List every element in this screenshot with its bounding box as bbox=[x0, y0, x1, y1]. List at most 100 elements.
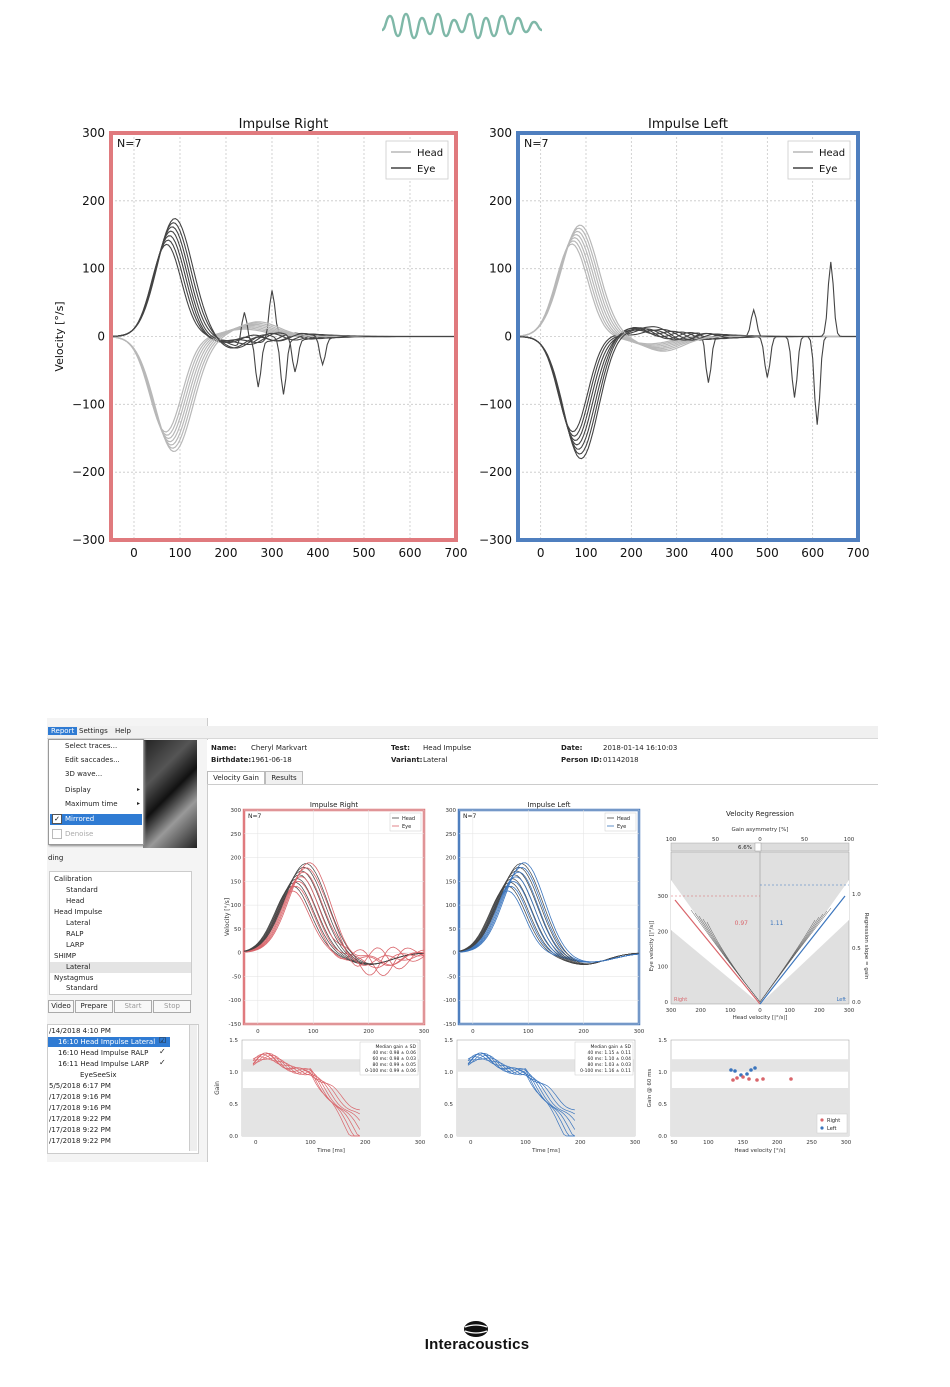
y-tick-label: −300 bbox=[479, 533, 512, 547]
tree-item[interactable]: SHIMP bbox=[54, 952, 77, 960]
left-tick: 300 bbox=[658, 894, 669, 900]
variant-value: Lateral bbox=[423, 756, 448, 764]
dropdown-selection bbox=[50, 814, 142, 825]
y-axis-label: Velocity [°/s] bbox=[53, 301, 66, 371]
impulse-left-chart: 0 100 200 300 400 500 600 700 300 200 100 0 −100 −200… bbox=[479, 117, 869, 560]
tree-item[interactable]: Lateral bbox=[66, 919, 91, 927]
test-tree: Calibration Standard Head Head Impulse L… bbox=[49, 871, 192, 995]
scatter-y-tick: 0.0 bbox=[658, 1134, 667, 1140]
menu-item-3d-wave[interactable]: 3D wave... bbox=[65, 770, 103, 778]
x-tick-label: 300 bbox=[665, 546, 688, 560]
velocity-gain-panels: Impulse Right 300 250 200 150 100 50 0 -50 -100 -1… bbox=[214, 801, 869, 1154]
gain-legend-line: 40 ms: 1.15 ± 0.11 bbox=[587, 1050, 631, 1056]
right-tick: 1.0 bbox=[852, 892, 861, 898]
list-item[interactable]: EyeSeeSix bbox=[80, 1071, 117, 1079]
menu-item-edit-saccades[interactable]: Edit saccades... bbox=[65, 756, 120, 764]
checkbox-checked-icon[interactable]: ✓ bbox=[159, 1058, 166, 1067]
regression-r-label: Regression slope = gain bbox=[863, 913, 869, 980]
chart-title: Impulse Right bbox=[239, 117, 329, 132]
prepare-button[interactable]: Prepare bbox=[75, 1000, 113, 1013]
x-tick-label: 100 bbox=[575, 546, 598, 560]
mini-y-tick: 50 bbox=[449, 927, 456, 933]
mini-y-tick: -50 bbox=[447, 974, 456, 980]
mini-x-tick: 100 bbox=[523, 1029, 534, 1035]
start-button[interactable]: Start bbox=[114, 1000, 152, 1013]
list-item-selected[interactable]: 16:10 Head Impulse Lateral bbox=[58, 1038, 156, 1046]
top-tick: 0 bbox=[758, 837, 762, 843]
list-item[interactable]: 16:10 Head Impulse RALP bbox=[58, 1049, 149, 1057]
mini-y-tick: -150 bbox=[229, 1022, 242, 1028]
mini-y-tick: 250 bbox=[231, 832, 242, 838]
mini-x-tick: 0 bbox=[256, 1029, 260, 1035]
left-label: Left bbox=[837, 997, 846, 1003]
tab-velocity-gain[interactable]: Velocity Gain bbox=[207, 771, 265, 784]
top-tick: 50 bbox=[712, 837, 719, 843]
legend-box bbox=[787, 140, 851, 180]
list-item[interactable]: /17/2018 9:22 PM bbox=[49, 1137, 111, 1145]
menu-report[interactable]: Report bbox=[48, 727, 78, 735]
gain-legend-line: Median gain ± SD bbox=[376, 1044, 417, 1050]
tree-item[interactable]: Calibration bbox=[54, 875, 93, 883]
list-item[interactable]: 16:11 Head Impulse LARP bbox=[58, 1060, 149, 1068]
bottom-tick: 300 bbox=[844, 1008, 855, 1014]
menu-help[interactable]: Help bbox=[115, 727, 131, 735]
tree-item[interactable]: LARP bbox=[66, 941, 84, 949]
y-tick-label: −100 bbox=[72, 397, 105, 411]
date-label: Date: bbox=[561, 744, 583, 752]
scatter-point bbox=[753, 1066, 757, 1070]
regression-title: Velocity Regression bbox=[726, 810, 794, 818]
video-button[interactable]: Video bbox=[48, 1000, 74, 1013]
menu-item-display[interactable]: Display bbox=[65, 786, 91, 794]
mini-eye-trace bbox=[243, 862, 425, 966]
list-scrollbar[interactable] bbox=[189, 1025, 197, 1151]
gain-legend-line: 60 ms: 1.10 ± 0.04 bbox=[587, 1056, 631, 1062]
x-tick-label: 0 bbox=[130, 546, 138, 560]
menu-item-select-traces[interactable]: Select traces... bbox=[65, 742, 118, 750]
tree-item[interactable]: RALP bbox=[66, 930, 84, 938]
right-tick: 0.0 bbox=[852, 1000, 861, 1006]
gain-legend-line: 0-100 ms: 0.99 ± 0.06 bbox=[365, 1068, 416, 1074]
regression-y-label: Eye velocity [|°/s|] bbox=[649, 921, 655, 972]
tree-item[interactable]: Nystagmus bbox=[54, 974, 94, 982]
tab-results[interactable]: Results bbox=[265, 771, 303, 784]
bottom-tick: 100 bbox=[784, 1008, 795, 1014]
mini-legend-label: Eye bbox=[617, 824, 626, 830]
denoise-checkbox[interactable] bbox=[52, 829, 62, 839]
asym-value: 6.6% bbox=[738, 845, 752, 851]
gain-trace bbox=[252, 1052, 360, 1137]
tree-item[interactable]: Standard bbox=[66, 984, 98, 992]
list-item[interactable]: /17/2018 9:16 PM bbox=[49, 1104, 111, 1112]
stop-button[interactable]: Stop bbox=[153, 1000, 191, 1013]
scatter-y-tick: 1.0 bbox=[658, 1070, 667, 1076]
tree-item[interactable]: Head Impulse bbox=[54, 908, 103, 916]
mini-y-tick: 100 bbox=[231, 903, 242, 909]
list-item[interactable]: /17/2018 9:22 PM bbox=[49, 1126, 111, 1134]
list-item[interactable]: 5/5/2018 6:17 PM bbox=[49, 1082, 111, 1090]
checkbox-checked-icon[interactable]: ✓ bbox=[159, 1047, 166, 1056]
right-label: Right bbox=[674, 997, 687, 1003]
gain-left-value: 1.11 bbox=[770, 920, 784, 927]
list-item[interactable]: /17/2018 9:22 PM bbox=[49, 1115, 111, 1123]
scatter-x-tick: 300 bbox=[841, 1140, 852, 1146]
tree-item[interactable]: Standard bbox=[66, 886, 98, 894]
y-tick-label: 300 bbox=[489, 126, 512, 140]
menu-item-denoise[interactable]: Denoise bbox=[65, 830, 94, 838]
mirrored-checkbox[interactable]: ✓ bbox=[52, 814, 62, 824]
scatter-legend-swatch bbox=[820, 1118, 824, 1122]
scatter-y-tick: 0.5 bbox=[658, 1102, 667, 1108]
eye-trace bbox=[518, 261, 858, 460]
menu-item-mirrored[interactable]: Mirrored bbox=[65, 815, 95, 823]
list-item[interactable]: /14/2018 4:10 PM bbox=[49, 1027, 111, 1035]
mini-y-tick: 100 bbox=[446, 903, 457, 909]
menu-settings[interactable]: Settings bbox=[79, 727, 108, 735]
tree-item[interactable]: Head bbox=[66, 897, 85, 905]
mini-y-tick: 300 bbox=[231, 808, 242, 814]
menu-item-maximum-time[interactable]: Maximum time bbox=[65, 800, 118, 808]
bottom-tick: 100 bbox=[725, 1008, 736, 1014]
tree-item-selected[interactable]: Lateral bbox=[66, 963, 91, 971]
left-tick: 100 bbox=[658, 965, 669, 971]
checkbox-checked-icon[interactable]: ☑ bbox=[159, 1036, 167, 1045]
mini-n-annotation: N=7 bbox=[248, 813, 262, 820]
list-item[interactable]: /17/2018 9:16 PM bbox=[49, 1093, 111, 1101]
x-tick-label: 200 bbox=[620, 546, 643, 560]
